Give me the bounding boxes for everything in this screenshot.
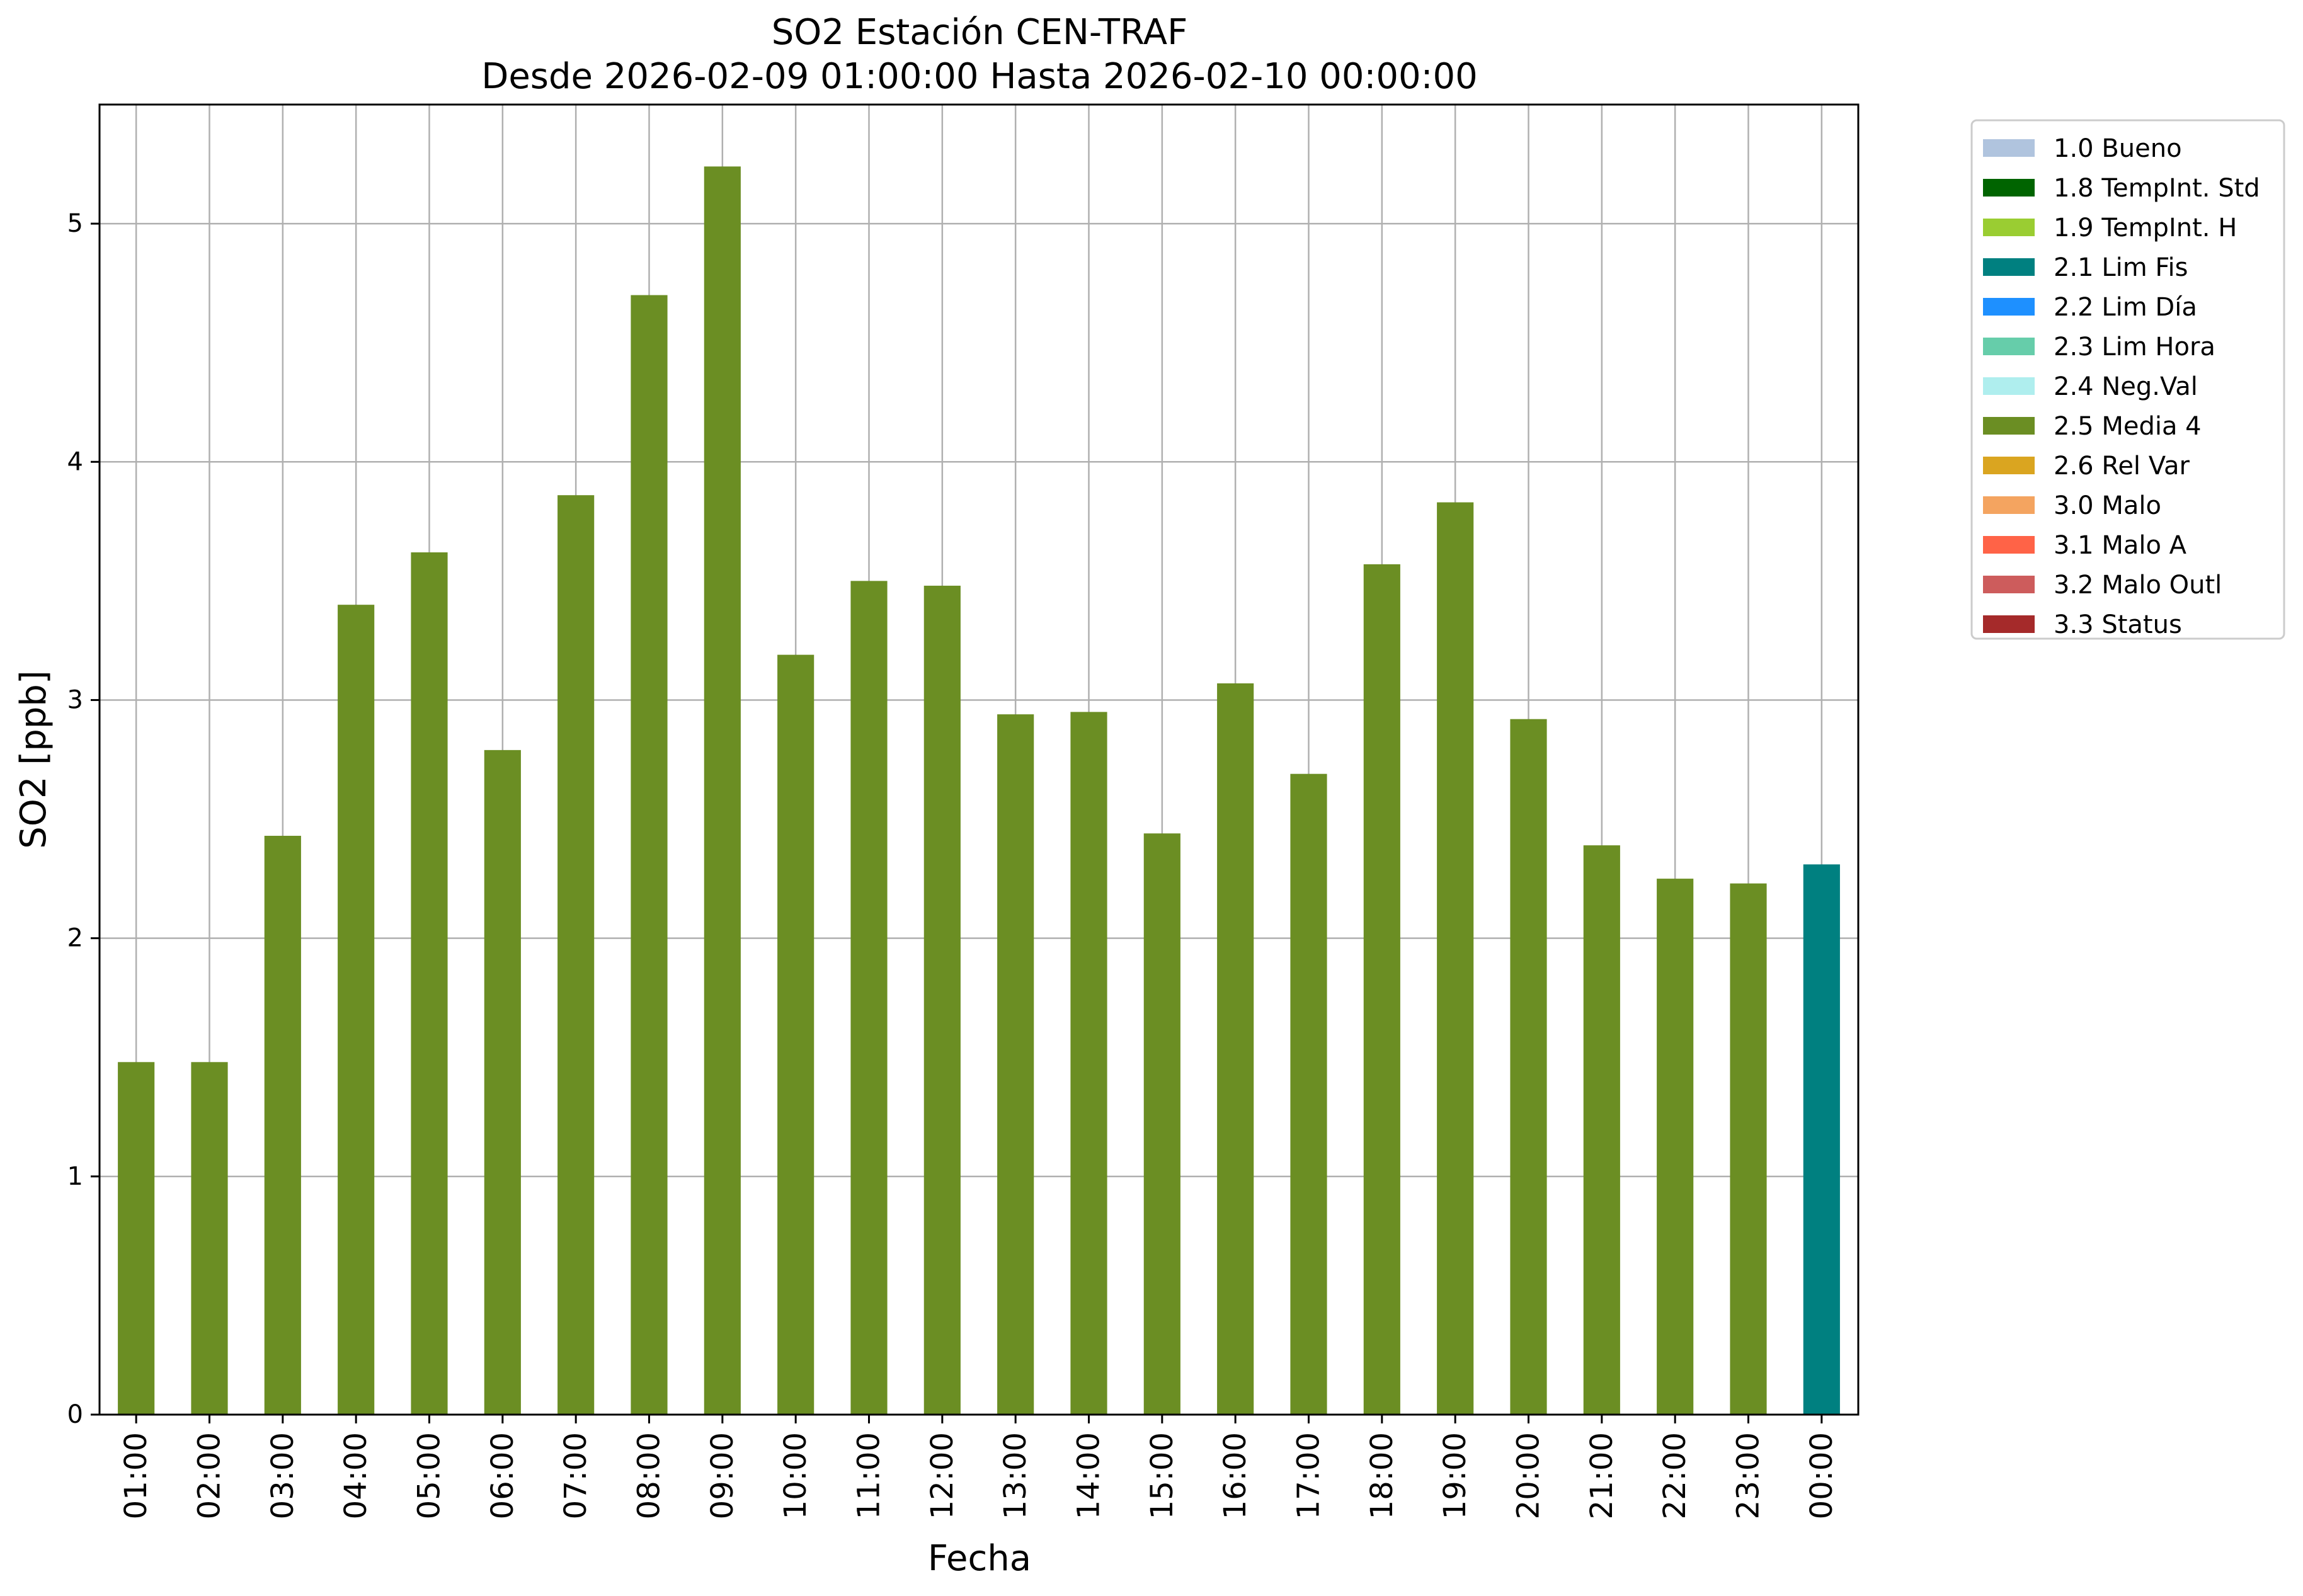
x-tick-label: 18:00: [1364, 1432, 1400, 1519]
x-tick-label: 00:00: [1804, 1432, 1839, 1519]
legend: 1.0 Bueno 1.8 TempInt. Std 1.9 TempInt. H 2…: [1970, 119, 2285, 640]
bars: [118, 166, 1840, 1415]
legend-label: 1.9 TempInt. H: [2054, 214, 2237, 242]
legend-swatch: [1983, 139, 2035, 157]
bar-15:00: [1143, 833, 1180, 1415]
legend-label: 2.5 Media 4: [2054, 412, 2202, 441]
bar-00:00: [1803, 864, 1840, 1415]
bar-12:00: [923, 585, 961, 1415]
x-tick-label: 21:00: [1584, 1432, 1620, 1519]
y-tick-label: 5: [67, 209, 83, 238]
y-tick-label: 3: [67, 685, 83, 714]
legend-label: 3.1 Malo A: [2054, 531, 2187, 560]
legend-swatch: [1983, 576, 2035, 593]
legend-swatch: [1983, 496, 2035, 514]
legend-label: 3.2 Malo Outl: [2054, 571, 2222, 600]
bar-21:00: [1583, 845, 1620, 1415]
x-tick-label: 10:00: [778, 1432, 813, 1519]
plot-area-frame: [98, 103, 1860, 1416]
legend-swatch: [1983, 615, 2035, 633]
x-tick-label: 08:00: [632, 1432, 667, 1519]
bar-06:00: [484, 750, 521, 1415]
x-tick-label: 04:00: [338, 1432, 374, 1519]
y-tick-label: 2: [67, 924, 83, 953]
legend-label: 1.8 TempInt. Std: [2054, 174, 2260, 203]
legend-label: 2.6 Rel Var: [2054, 452, 2190, 481]
x-tick-label: 09:00: [705, 1432, 740, 1519]
x-tick-label: 03:00: [265, 1432, 300, 1519]
bar-14:00: [1070, 712, 1107, 1415]
bar-05:00: [411, 552, 448, 1415]
x-tick-label: 16:00: [1218, 1432, 1253, 1519]
legend-swatch: [1983, 536, 2035, 554]
y-tick-label: 4: [67, 447, 83, 476]
legend-swatch: [1983, 258, 2035, 276]
legend-swatch: [1983, 219, 2035, 236]
x-tick-label: 13:00: [998, 1432, 1033, 1519]
legend-swatch: [1983, 338, 2035, 355]
y-tick-label: 0: [67, 1400, 83, 1429]
bar-10:00: [777, 654, 814, 1415]
x-tick-label: 23:00: [1731, 1432, 1766, 1519]
bar-11:00: [850, 581, 888, 1415]
y-axis-label: SO2 [ppb]: [13, 670, 54, 848]
legend-label: 3.3 Status: [2054, 610, 2182, 639]
bar-13:00: [997, 714, 1034, 1415]
bar-17:00: [1290, 773, 1327, 1415]
bar-22:00: [1657, 879, 1694, 1415]
x-tick-label: 22:00: [1657, 1432, 1693, 1519]
bar-03:00: [264, 836, 301, 1415]
x-axis-label: Fecha: [928, 1538, 1031, 1579]
x-tick-label: 20:00: [1511, 1432, 1546, 1519]
bar-07:00: [557, 495, 595, 1415]
chart-subtitle: Desde 2026-02-09 01:00:00 Hasta 2026-02-…: [481, 56, 1478, 97]
x-axis-ticks: 01:00 02:00 03:00 04:00 05:00 06:00 07:00 08:00…: [118, 1415, 1839, 1519]
y-tick-label: 1: [67, 1162, 83, 1191]
legend-swatch: [1983, 417, 2035, 435]
x-tick-label: 14:00: [1071, 1432, 1107, 1519]
bar-20:00: [1510, 719, 1547, 1415]
chart-title: SO2 Estación CEN-TRAF: [772, 12, 1188, 53]
x-tick-label: 11:00: [852, 1432, 887, 1519]
bar-23:00: [1730, 883, 1767, 1415]
bar-01:00: [118, 1062, 155, 1415]
y-axis-ticks: 0 1 2 3 4 5: [67, 209, 100, 1429]
x-tick-label: 07:00: [558, 1432, 593, 1519]
x-tick-label: 15:00: [1145, 1432, 1180, 1519]
x-tick-label: 12:00: [925, 1432, 960, 1519]
legend-box: [1970, 119, 2285, 640]
legend-swatch: [1983, 377, 2035, 395]
bar-02:00: [191, 1062, 228, 1415]
bar-04:00: [338, 605, 375, 1415]
bar-16:00: [1217, 683, 1254, 1415]
bar-18:00: [1363, 564, 1400, 1415]
legend-label: 2.3 Lim Hora: [2054, 333, 2215, 362]
bar-19:00: [1437, 502, 1474, 1415]
legend-label: 2.4 Neg.Val: [2054, 372, 2198, 401]
legend-swatch: [1983, 179, 2035, 197]
legend-swatch: [1983, 298, 2035, 316]
x-tick-label: 06:00: [485, 1432, 520, 1519]
legend-swatch: [1983, 457, 2035, 474]
legend-label: 3.0 Malo: [2054, 491, 2161, 520]
legend-label: 2.2 Lim Día: [2054, 293, 2197, 322]
legend-label: 2.1 Lim Fis: [2054, 253, 2188, 282]
bar-08:00: [631, 295, 668, 1415]
bar-09:00: [704, 166, 741, 1415]
x-tick-label: 19:00: [1437, 1432, 1473, 1519]
legend-label: 1.0 Bueno: [2054, 134, 2182, 163]
x-tick-label: 01:00: [118, 1432, 154, 1519]
x-tick-label: 17:00: [1291, 1432, 1327, 1519]
x-tick-label: 02:00: [192, 1432, 227, 1519]
x-tick-label: 05:00: [412, 1432, 447, 1519]
